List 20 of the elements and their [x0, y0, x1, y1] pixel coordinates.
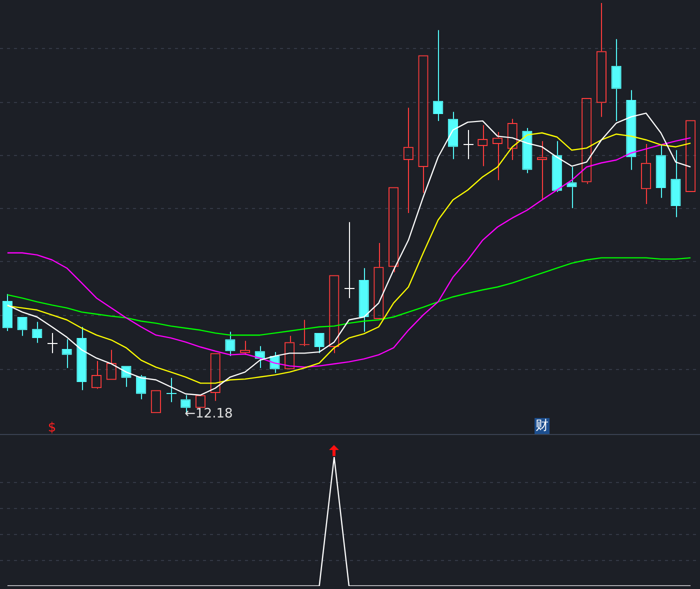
candlestick	[626, 90, 636, 170]
candlestick	[344, 222, 355, 299]
candlestick	[62, 338, 72, 368]
candlestick	[656, 144, 666, 198]
candlestick	[358, 268, 369, 332]
candlestick	[611, 38, 622, 122]
candlestick	[670, 150, 681, 218]
candlestick	[522, 127, 532, 174]
candlestick	[166, 377, 177, 403]
candlestick	[2, 293, 12, 332]
candlestick	[136, 374, 146, 400]
text: $	[48, 420, 56, 436]
candlestick	[47, 332, 58, 354]
candlestick	[448, 111, 458, 160]
candlestick	[76, 326, 87, 391]
annotation: ←12.18	[184, 406, 233, 422]
candlestick	[552, 140, 562, 193]
candlestick	[463, 130, 474, 160]
text: 财	[536, 418, 549, 434]
candlestick	[566, 166, 577, 209]
